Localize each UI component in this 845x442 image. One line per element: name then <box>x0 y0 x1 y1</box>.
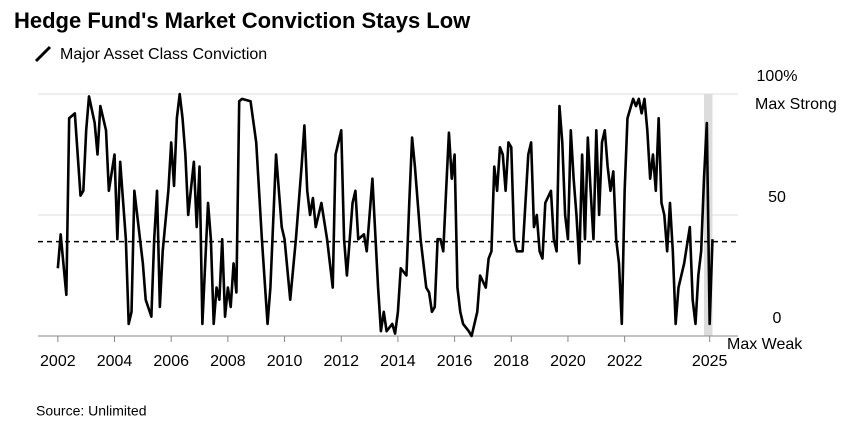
data-line <box>56 92 714 338</box>
x-tick-label: 2004 <box>97 353 133 370</box>
x-tick-label: 2006 <box>153 353 189 370</box>
annotation: Max Strong <box>755 96 837 113</box>
x-tick-label: 2018 <box>493 353 529 370</box>
y-tick-label: 100% <box>757 68 798 85</box>
x-tick-label: 2008 <box>210 353 246 370</box>
annotation: Max Weak <box>727 336 803 353</box>
x-tick-label: 2020 <box>550 353 586 370</box>
legend-label: Major Asset Class Conviction <box>60 46 267 63</box>
x-tick-label: 2012 <box>323 353 359 370</box>
y-tick-label: 50 <box>768 189 786 206</box>
x-tick-label: 2022 <box>607 353 643 370</box>
chart-title: Hedge Fund's Market Conviction Stays Low <box>14 8 471 33</box>
source: Source: Unlimited <box>36 403 147 419</box>
x-tick-label: 2010 <box>267 353 303 370</box>
x-tick-label: 2002 <box>40 353 76 370</box>
y-tick-label: 0 <box>773 310 782 327</box>
x-tick-label: 2016 <box>437 353 473 370</box>
x-tick-label: 2014 <box>380 353 416 370</box>
x-tick-label: 2025 <box>692 353 728 370</box>
legend-swatch <box>34 45 52 63</box>
